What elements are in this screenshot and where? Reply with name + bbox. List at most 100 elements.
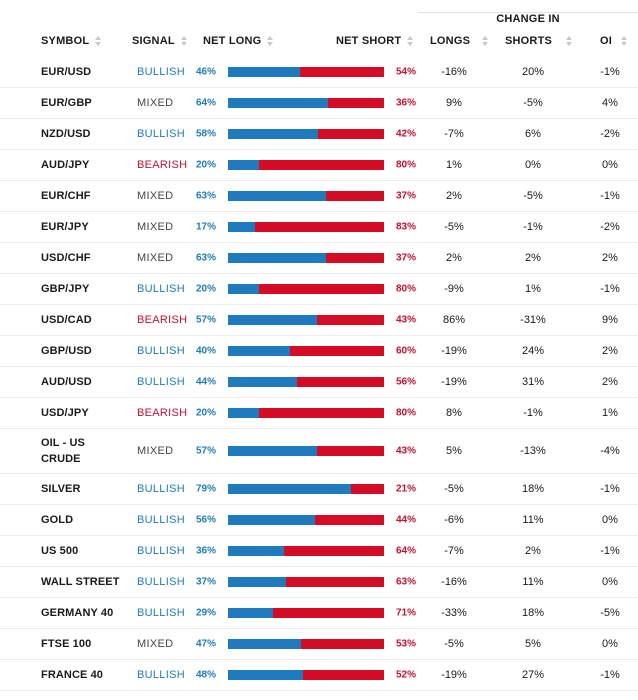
table-row[interactable]: EUR/GBP MIXED 64% 36% 9% -5% 4%: [0, 88, 638, 119]
symbol-cell[interactable]: USD/CHF: [41, 252, 91, 264]
sort-icon[interactable]: [566, 36, 573, 46]
symbol-cell[interactable]: FRANCE 40: [41, 669, 104, 681]
change-shorts-cell: 31%: [521, 376, 545, 388]
sort-icon[interactable]: [95, 36, 102, 46]
symbol-cell[interactable]: GBP/JPY: [41, 283, 90, 295]
net-short-bar: [299, 67, 384, 77]
symbol-cell[interactable]: GBP/USD: [41, 345, 92, 357]
symbol-cell[interactable]: EUR/GBP: [41, 97, 92, 109]
change-longs-cell: 2%: [446, 252, 462, 264]
net-short-value: 36%: [395, 97, 416, 109]
net-long-bar: [228, 222, 255, 232]
table-row[interactable]: GBP/USD BULLISH 40% 60% -19% 24% 2%: [0, 336, 638, 367]
symbol-cell[interactable]: GERMANY 40: [41, 607, 114, 619]
sort-icon[interactable]: [621, 36, 628, 46]
symbol-cell[interactable]: WALL STREET: [41, 576, 120, 588]
symbol-cell[interactable]: GOLD: [41, 514, 74, 526]
net-long-value: 20%: [196, 283, 217, 295]
symbol-cell[interactable]: EUR/JPY: [41, 221, 89, 233]
table-row[interactable]: AUD/JPY BEARISH 20% 80% 1% 0% 0%: [0, 150, 638, 181]
net-long-value: 58%: [196, 128, 217, 140]
net-short-bar: [284, 546, 384, 556]
change-shorts-cell: -1%: [523, 221, 543, 233]
table-row[interactable]: GBP/JPY BULLISH 20% 80% -9% 1% -1%: [0, 274, 638, 305]
table-row[interactable]: USD/JPY BEARISH 20% 80% 8% -1% 1%: [0, 398, 638, 429]
table-row[interactable]: FRANCE 40 BULLISH 48% 52% -19% 27% -1%: [0, 660, 638, 691]
symbol-cell[interactable]: OIL - US CRUDE: [41, 437, 85, 465]
col-net-long-header[interactable]: NET LONG: [203, 35, 274, 47]
col-longs-header[interactable]: LONGS: [430, 35, 489, 47]
table-row[interactable]: WALL STREET BULLISH 37% 63% -16% 11% 0%: [0, 567, 638, 598]
col-symbol-header[interactable]: SYMBOL: [41, 35, 102, 47]
net-long-value: 17%: [196, 221, 217, 233]
net-long-bar: [228, 284, 260, 294]
change-longs-cell: 5%: [446, 445, 462, 457]
col-net-short-header[interactable]: NET SHORT: [336, 35, 414, 47]
table-row[interactable]: GERMANY 40 BULLISH 29% 71% -33% 18% -5%: [0, 598, 638, 629]
change-oi-cell: 2%: [602, 252, 618, 264]
net-long-bar: [228, 160, 260, 170]
net-short-value: 42%: [395, 128, 416, 140]
net-long-value: 36%: [196, 545, 217, 557]
sort-icon[interactable]: [267, 36, 274, 46]
change-oi-cell: 9%: [602, 314, 618, 326]
sentiment-bar: [228, 315, 384, 325]
table-row[interactable]: EUR/USD BULLISH 46% 54% -16% 20% -1%: [0, 57, 638, 88]
table-row[interactable]: GOLD BULLISH 56% 44% -6% 11% 0%: [0, 505, 638, 536]
net-long-value: 57%: [196, 445, 217, 457]
col-signal-header[interactable]: SIGNAL: [132, 35, 187, 47]
sentiment-bar: [228, 284, 384, 294]
symbol-cell[interactable]: NZD/USD: [41, 128, 91, 140]
table-row[interactable]: EUR/CHF MIXED 63% 37% 2% -5% -1%: [0, 181, 638, 212]
table-row[interactable]: FTSE 100 MIXED 47% 53% -5% 5% 0%: [0, 629, 638, 660]
change-oi-cell: 0%: [602, 514, 618, 526]
table-row[interactable]: SILVER BULLISH 79% 21% -5% 18% -1%: [0, 474, 638, 505]
symbol-cell[interactable]: US 500: [41, 545, 79, 557]
net-short-value: 43%: [395, 445, 416, 457]
table-row[interactable]: USD/CHF MIXED 63% 37% 2% 2% 2%: [0, 243, 638, 274]
symbol-cell[interactable]: USD/CAD: [41, 314, 92, 326]
symbol-cell[interactable]: FTSE 100: [41, 638, 92, 650]
net-short-value: 44%: [395, 514, 416, 526]
col-oi-header[interactable]: OI: [600, 35, 628, 47]
table-row[interactable]: OIL - US CRUDE MIXED 57% 43% 5% -13% -4%: [0, 429, 638, 474]
sort-icon[interactable]: [180, 36, 187, 46]
signal-cell: MIXED: [137, 638, 174, 650]
symbol-cell[interactable]: EUR/CHF: [41, 190, 91, 202]
sort-icon[interactable]: [407, 36, 414, 46]
table-row[interactable]: US 500 BULLISH 36% 64% -7% 2% -1%: [0, 536, 638, 567]
col-shorts-header[interactable]: SHORTS: [505, 35, 573, 47]
table-row[interactable]: NZD/USD BULLISH 58% 42% -7% 6% -2%: [0, 119, 638, 150]
table-row[interactable]: USD/CAD BEARISH 57% 43% 86% -31% 9%: [0, 305, 638, 336]
net-long-value: 64%: [196, 97, 217, 109]
net-short-bar: [316, 315, 384, 325]
net-long-bar: [228, 639, 302, 649]
change-longs-cell: 2%: [446, 190, 462, 202]
symbol-cell[interactable]: AUD/USD: [41, 376, 92, 388]
net-long-value: 44%: [196, 376, 217, 388]
change-oi-cell: 0%: [602, 576, 618, 588]
change-oi-cell: 2%: [602, 376, 618, 388]
change-oi-cell: -1%: [600, 545, 620, 557]
sort-icon[interactable]: [482, 36, 489, 46]
sentiment-bar: [228, 446, 384, 456]
symbol-cell[interactable]: AUD/JPY: [41, 159, 90, 171]
change-shorts-cell: 6%: [525, 128, 541, 140]
sentiment-bar: [228, 639, 384, 649]
sentiment-bar: [228, 577, 384, 587]
sentiment-bar: [228, 129, 384, 139]
net-long-value: 63%: [196, 252, 217, 264]
symbol-cell[interactable]: EUR/USD: [41, 66, 92, 78]
change-shorts-cell: -31%: [520, 314, 546, 326]
net-long-bar: [228, 446, 317, 456]
symbol-cell[interactable]: USD/JPY: [41, 407, 89, 419]
signal-cell: MIXED: [137, 252, 174, 264]
table-row[interactable]: EUR/JPY MIXED 17% 83% -5% -1% -2%: [0, 212, 638, 243]
net-long-value: 63%: [196, 190, 217, 202]
change-longs-cell: 9%: [446, 97, 462, 109]
net-short-value: 63%: [395, 576, 416, 588]
net-long-value: 48%: [196, 669, 217, 681]
symbol-cell[interactable]: SILVER: [41, 483, 81, 495]
table-row[interactable]: AUD/USD BULLISH 44% 56% -19% 31% 2%: [0, 367, 638, 398]
net-long-value: 46%: [196, 66, 217, 78]
